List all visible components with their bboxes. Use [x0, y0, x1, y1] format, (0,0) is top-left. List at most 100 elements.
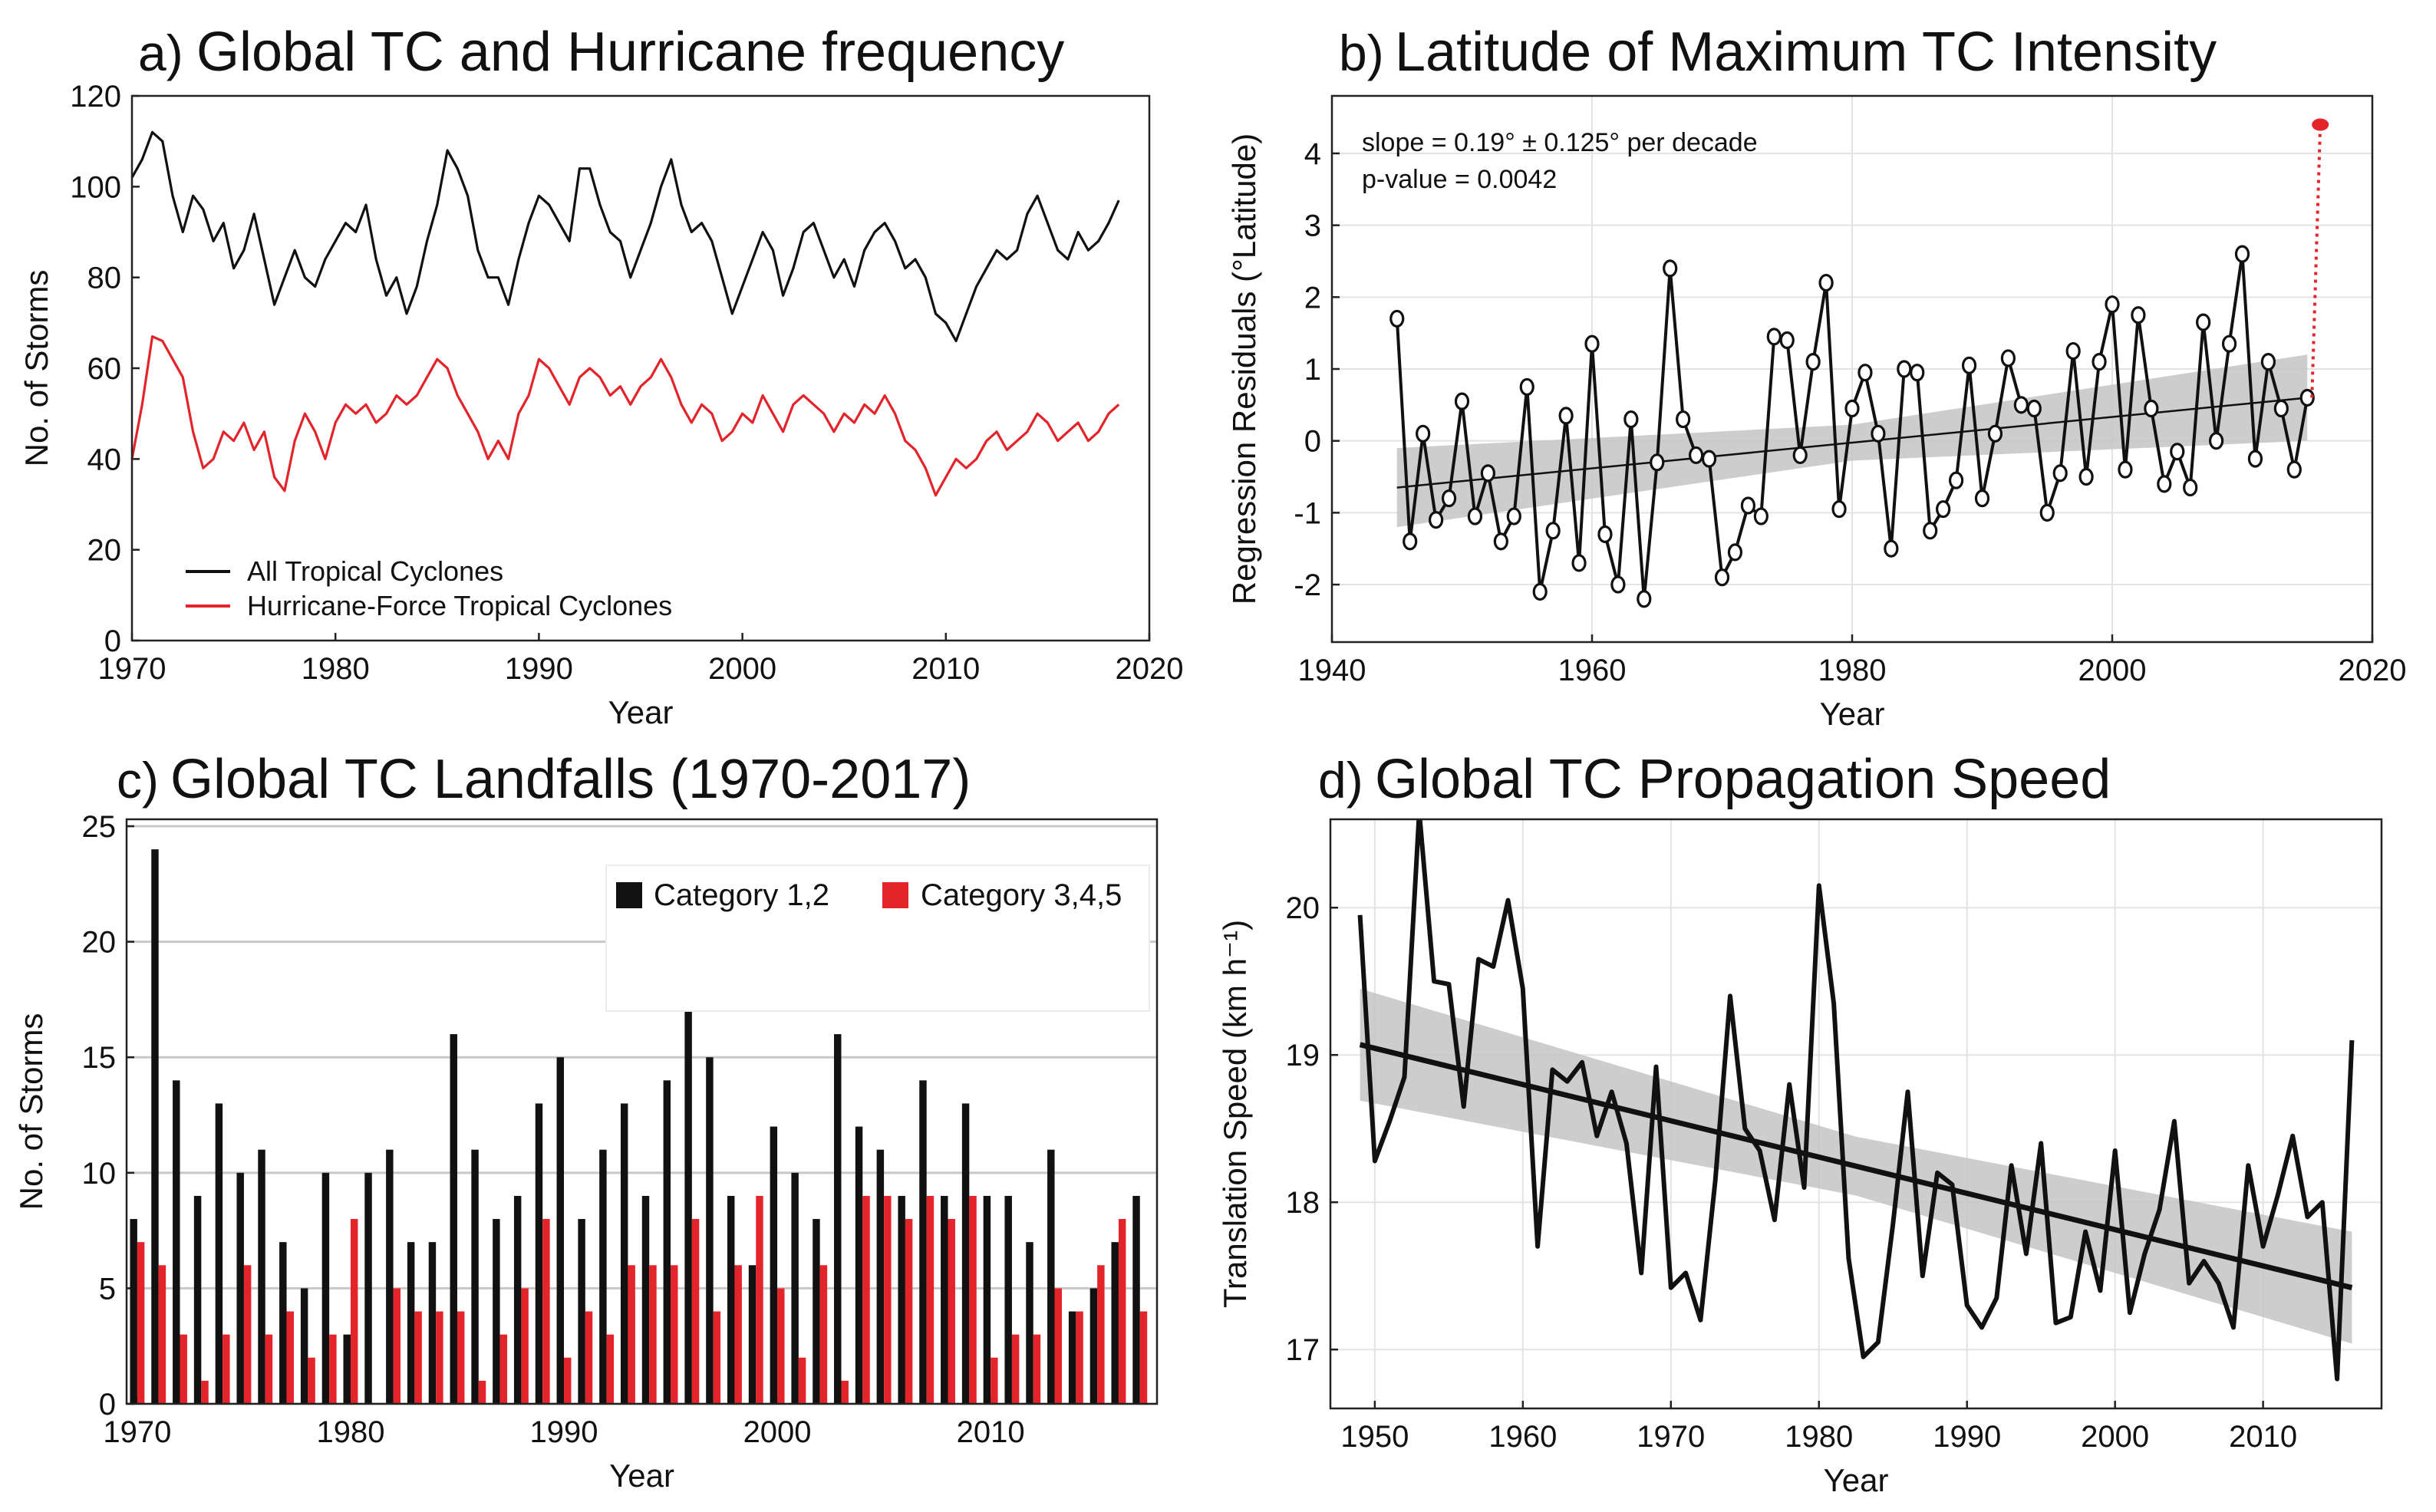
legend-label: All Tropical Cyclones — [247, 555, 503, 587]
legend-swatch — [616, 882, 642, 908]
bar-category-3-4-5 — [756, 1195, 763, 1404]
residual-marker — [2026, 399, 2042, 418]
x-tick-label: 1990 — [530, 1415, 598, 1449]
panel-c-title: c) Global TC Landfalls (1970-2017) — [117, 749, 971, 810]
bar-category-1-2 — [513, 1195, 522, 1404]
bar-category-1-2 — [493, 1219, 500, 1404]
bar-category-1-2 — [428, 1242, 437, 1404]
bar-category-3-4-5 — [841, 1380, 849, 1404]
panel-b-letter: b) — [1339, 25, 1384, 81]
y-tick-label: 60 — [87, 352, 122, 386]
chart-b-latitude-residuals: 1940 1960 1980 2000 2020 -2 -1 0 1 2 3 4 Year Regress… — [1226, 94, 2406, 732]
y-axis-label: Regression Residuals (°Latitude) — [1226, 133, 1262, 604]
y-tick-label: 0 — [99, 1388, 116, 1421]
bar-category-1-2 — [578, 1219, 585, 1404]
y-tick-label: 20 — [1286, 891, 1320, 925]
y-tick-label: 3 — [1304, 209, 1321, 243]
residual-marker — [1910, 364, 1925, 382]
bar-category-3-4-5 — [777, 1288, 785, 1404]
bar-category-1-2 — [599, 1149, 607, 1404]
y-tick-label: -2 — [1294, 568, 1321, 602]
bar-category-1-2 — [748, 1265, 757, 1404]
y-tick-label: 4 — [1304, 137, 1321, 171]
y-tick-label: 18 — [1286, 1186, 1320, 1220]
trend-line — [1359, 1042, 2353, 1290]
x-axis-label: Year — [609, 1458, 674, 1494]
bar-category-3-4-5 — [691, 1219, 700, 1404]
residual-marker — [1831, 500, 1847, 519]
residual-marker — [2039, 503, 2055, 522]
residual-marker — [2286, 460, 2302, 479]
bar-category-1-2 — [343, 1334, 351, 1404]
residual-marker — [1558, 407, 1574, 425]
bar-category-1-2 — [258, 1149, 265, 1404]
bar-category-3-4-5 — [243, 1265, 252, 1404]
panel-d-title: d) Global TC Propagation Speed — [1318, 749, 2111, 810]
y-tick-label: 1 — [1304, 353, 1321, 387]
bar-category-3-4-5 — [457, 1311, 465, 1404]
y-tick-label: 10 — [82, 1157, 117, 1191]
plot-frame — [1329, 818, 2383, 1410]
residual-marker — [1571, 554, 1587, 572]
residual-marker — [1623, 410, 1639, 429]
bar-category-3-4-5 — [137, 1242, 145, 1404]
residual-marker — [1897, 360, 1912, 378]
bar-category-3-4-5 — [1097, 1265, 1105, 1404]
bar-category-1-2 — [1047, 1149, 1055, 1404]
residual-marker — [1714, 568, 1730, 587]
bar-category-1-2 — [961, 1103, 970, 1404]
x-tick-label: 1970 — [103, 1415, 171, 1449]
x-tick-label: 2000 — [708, 652, 776, 686]
residual-marker — [1844, 399, 1860, 418]
p-value-annotation: p-value = 0.0042 — [1362, 165, 1557, 194]
residual-marker — [1857, 364, 1873, 382]
y-tick-label: -1 — [1294, 496, 1321, 530]
translation-speed-line — [1357, 819, 2355, 1382]
x-tick-label: 1980 — [1785, 1420, 1853, 1454]
bar-category-3-4-5 — [926, 1195, 935, 1404]
bar-category-3-4-5 — [734, 1265, 742, 1404]
y-axis-label: No. of Storms — [18, 270, 54, 467]
residual-marker — [1637, 590, 1652, 608]
bar-category-1-2 — [855, 1126, 863, 1404]
x-tick-label: 2010 — [2229, 1420, 2297, 1454]
bar-category-1-2 — [173, 1080, 180, 1404]
bar-category-3-4-5 — [329, 1334, 337, 1404]
y-tick-label: 19 — [1286, 1039, 1320, 1072]
residual-marker — [1961, 356, 1977, 374]
bar-category-3-4-5 — [158, 1265, 166, 1404]
x-tick-label: 1970 — [1637, 1420, 1705, 1454]
bar-category-3-4-5 — [1054, 1288, 1062, 1404]
bar-category-1-2 — [1026, 1242, 1033, 1404]
plot-frame — [125, 818, 1159, 1405]
y-tick-label: 17 — [1286, 1333, 1320, 1367]
outlier-marker — [2312, 118, 2329, 131]
residual-marker — [1610, 575, 1626, 594]
bar-category-1-2 — [151, 849, 159, 1404]
bar-category-1-2 — [770, 1126, 778, 1404]
bar-category-1-2 — [1132, 1195, 1140, 1404]
residual-marker — [2157, 475, 2172, 493]
series-line-all-tc — [130, 130, 1120, 343]
residual-marker — [1676, 410, 1691, 429]
bar-category-3-4-5 — [819, 1265, 828, 1404]
residual-marker — [1740, 496, 1755, 515]
bar-category-3-4-5 — [564, 1357, 572, 1404]
x-tick-label: 1980 — [1818, 654, 1887, 687]
panel-b-title: b) Latitude of Maximum TC Intensity — [1339, 21, 2217, 83]
bar-category-1-2 — [450, 1034, 457, 1404]
residual-marker — [1545, 522, 1561, 540]
residual-marker — [2144, 399, 2159, 418]
panel-a-title-text: Global TC and Hurricane frequency — [196, 21, 1064, 83]
bar-category-1-2 — [620, 1103, 628, 1404]
bar-category-3-4-5 — [1011, 1334, 1020, 1404]
residual-marker — [2118, 460, 2133, 479]
residual-marker — [1480, 464, 1496, 483]
x-tick-label: 1940 — [1298, 654, 1366, 687]
bar-category-1-2 — [727, 1195, 735, 1404]
y-tick-label: 80 — [87, 262, 122, 295]
residual-marker — [1467, 507, 1483, 525]
legend: Category 1,2 Category 3,4,5 — [605, 865, 1150, 1012]
bar-category-3-4-5 — [991, 1357, 998, 1404]
